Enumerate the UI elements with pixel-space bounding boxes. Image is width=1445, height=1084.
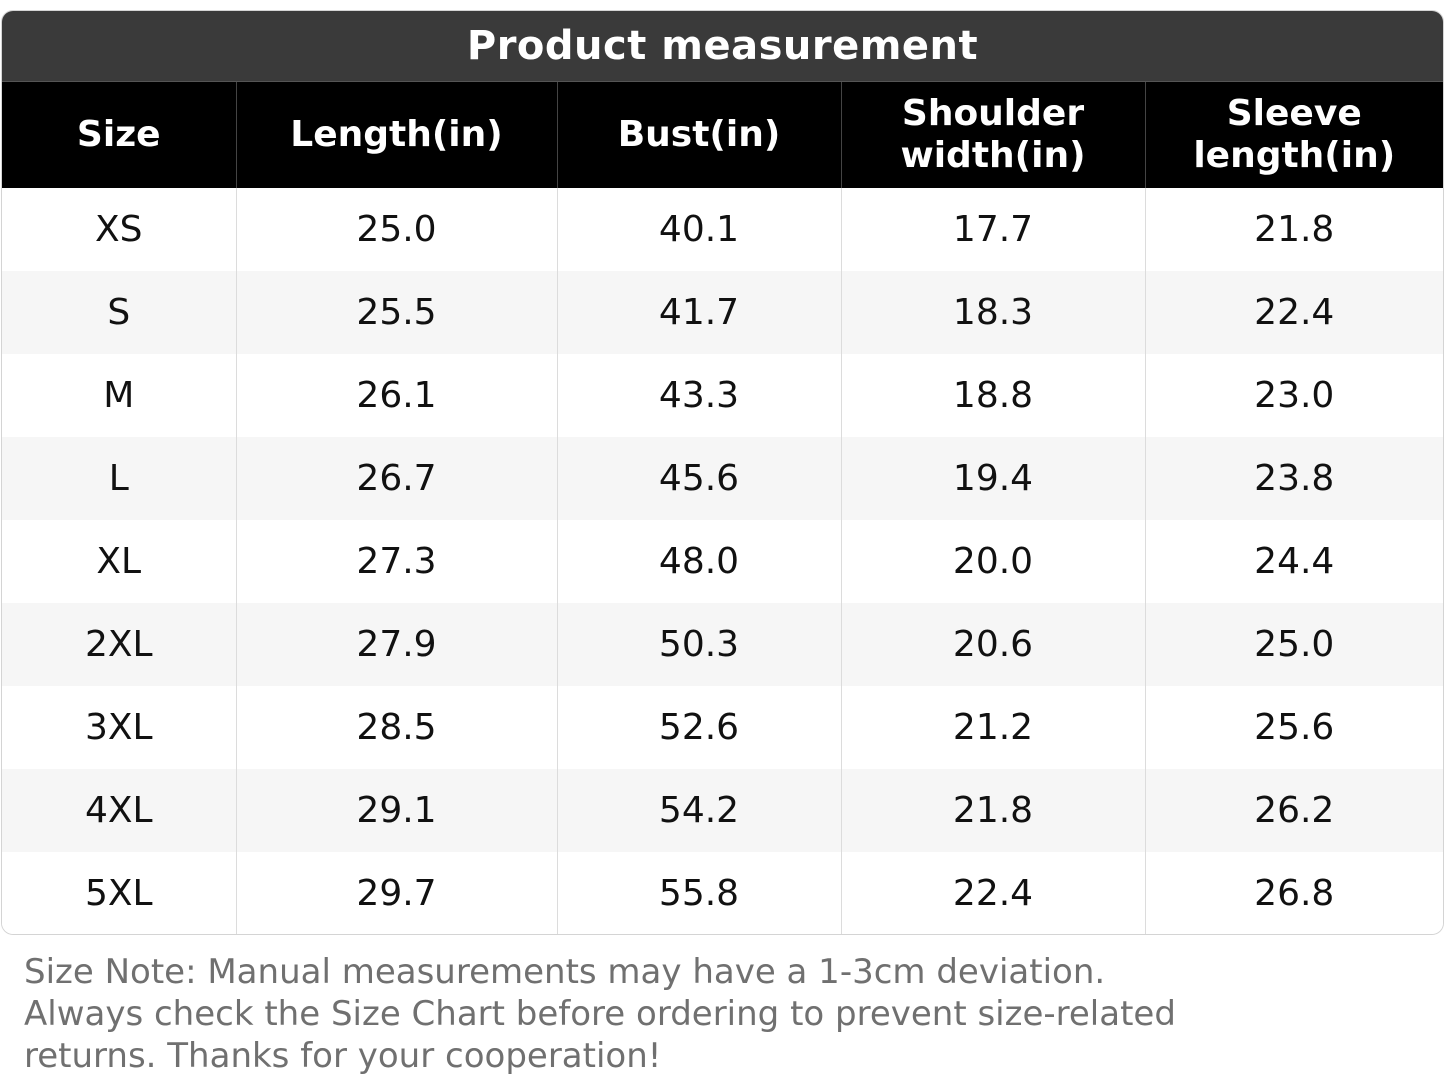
- cell-shoulder-width: 20.0: [840, 520, 1145, 603]
- cell-sleeve-length: 25.6: [1144, 686, 1443, 769]
- column-header-sleeve-length: Sleeve length(in): [1144, 82, 1443, 188]
- cell-sleeve-length: 26.2: [1144, 769, 1443, 852]
- cell-shoulder-width: 20.6: [840, 603, 1145, 686]
- column-header-size: Size: [2, 82, 236, 188]
- cell-bust: 40.1: [556, 188, 841, 271]
- table-title: Product measurement: [2, 11, 1443, 82]
- table-row: M 26.1 43.3 18.8 23.0: [2, 354, 1443, 437]
- cell-bust: 50.3: [556, 603, 841, 686]
- table-row: L 26.7 45.6 19.4 23.8: [2, 437, 1443, 520]
- cell-sleeve-length: 26.8: [1144, 852, 1443, 934]
- cell-length: 26.1: [235, 354, 557, 437]
- cell-shoulder-width: 22.4: [840, 852, 1145, 934]
- cell-size: XL: [2, 520, 236, 603]
- size-chart-card: Product measurement Size Length(in) Bust…: [1, 10, 1444, 935]
- cell-length: 29.1: [235, 769, 557, 852]
- cell-sleeve-length: 24.4: [1144, 520, 1443, 603]
- cell-length: 28.5: [235, 686, 557, 769]
- cell-length: 27.9: [235, 603, 557, 686]
- cell-bust: 54.2: [556, 769, 841, 852]
- size-note: Size Note: Manual measurements may have …: [24, 952, 1176, 1076]
- cell-bust: 52.6: [556, 686, 841, 769]
- cell-size: 2XL: [2, 603, 236, 686]
- cell-size: 5XL: [2, 852, 236, 934]
- cell-sleeve-length: 23.0: [1144, 354, 1443, 437]
- table-row: XL 27.3 48.0 20.0 24.4: [2, 520, 1443, 603]
- cell-sleeve-length: 25.0: [1144, 603, 1443, 686]
- column-header-bust: Bust(in): [556, 82, 841, 188]
- cell-sleeve-length: 23.8: [1144, 437, 1443, 520]
- cell-length: 26.7: [235, 437, 557, 520]
- cell-shoulder-width: 18.8: [840, 354, 1145, 437]
- cell-size: L: [2, 437, 236, 520]
- cell-shoulder-width: 17.7: [840, 188, 1145, 271]
- cell-size: M: [2, 354, 236, 437]
- cell-shoulder-width: 18.3: [840, 271, 1145, 354]
- measurement-table: Size Length(in) Bust(in) Shoulder width(…: [2, 82, 1443, 934]
- cell-size: S: [2, 271, 236, 354]
- cell-shoulder-width: 21.8: [840, 769, 1145, 852]
- column-header-length: Length(in): [235, 82, 557, 188]
- cell-length: 29.7: [235, 852, 557, 934]
- cell-size: XS: [2, 188, 236, 271]
- table-row: 5XL 29.7 55.8 22.4 26.8: [2, 852, 1443, 934]
- header-row: Size Length(in) Bust(in) Shoulder width(…: [2, 82, 1443, 188]
- table-row: XS 25.0 40.1 17.7 21.8: [2, 188, 1443, 271]
- cell-size: 3XL: [2, 686, 236, 769]
- table-row: 4XL 29.1 54.2 21.8 26.2: [2, 769, 1443, 852]
- cell-sleeve-length: 21.8: [1144, 188, 1443, 271]
- cell-bust: 43.3: [556, 354, 841, 437]
- cell-length: 27.3: [235, 520, 557, 603]
- cell-bust: 41.7: [556, 271, 841, 354]
- cell-bust: 48.0: [556, 520, 841, 603]
- cell-shoulder-width: 21.2: [840, 686, 1145, 769]
- table-row: S 25.5 41.7 18.3 22.4: [2, 271, 1443, 354]
- cell-length: 25.5: [235, 271, 557, 354]
- column-header-shoulder-width: Shoulder width(in): [840, 82, 1145, 188]
- cell-bust: 45.6: [556, 437, 841, 520]
- table-row: 3XL 28.5 52.6 21.2 25.6: [2, 686, 1443, 769]
- table-row: 2XL 27.9 50.3 20.6 25.0: [2, 603, 1443, 686]
- cell-shoulder-width: 19.4: [840, 437, 1145, 520]
- cell-length: 25.0: [235, 188, 557, 271]
- cell-sleeve-length: 22.4: [1144, 271, 1443, 354]
- cell-bust: 55.8: [556, 852, 841, 934]
- cell-size: 4XL: [2, 769, 236, 852]
